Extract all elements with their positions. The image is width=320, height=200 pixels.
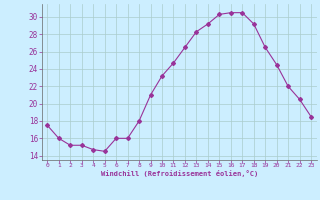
X-axis label: Windchill (Refroidissement éolien,°C): Windchill (Refroidissement éolien,°C) xyxy=(100,170,258,177)
